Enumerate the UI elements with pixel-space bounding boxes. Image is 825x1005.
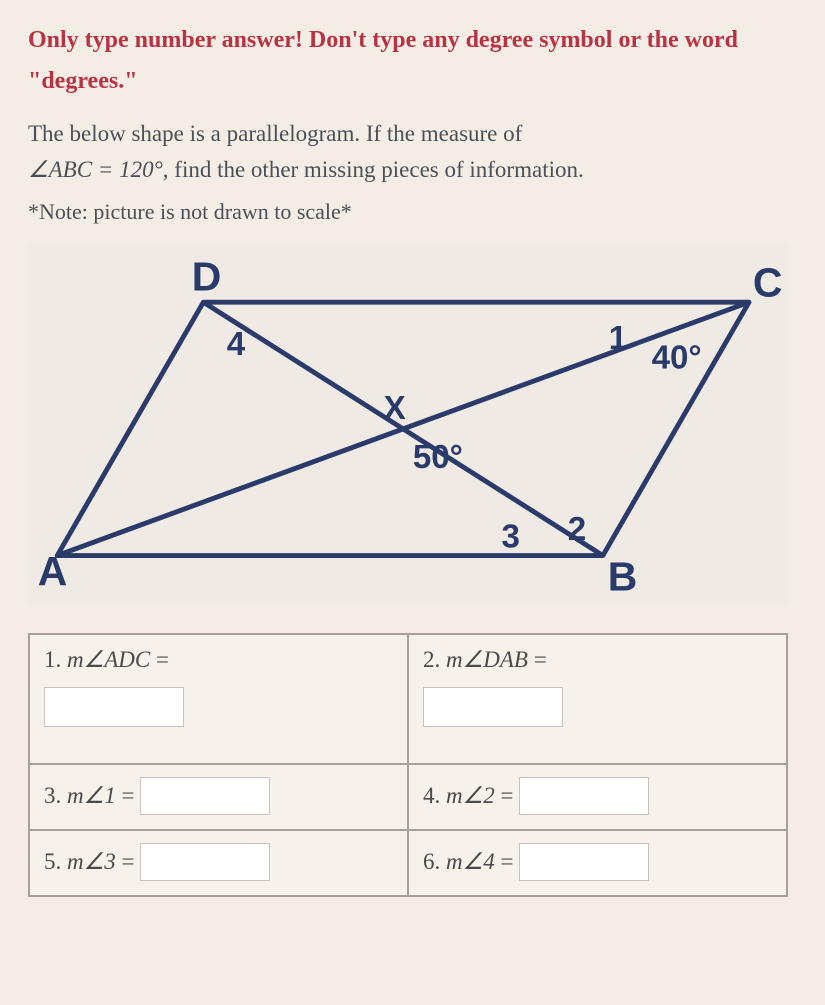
q6-label: 6. m∠4 =	[423, 849, 513, 875]
cell-2: 2. m∠DAB =	[408, 634, 787, 764]
cell-4: 4. m∠2 =	[408, 764, 787, 830]
vertex-D: D	[192, 254, 222, 300]
angle-1-label: 1	[609, 320, 627, 357]
q3-label: 3. m∠1 =	[44, 783, 134, 809]
q1-label: 1. m∠ADC =	[44, 647, 169, 673]
vertex-C: C	[753, 260, 783, 306]
cell-5: 5. m∠3 =	[29, 830, 408, 896]
angle-3-label: 3	[502, 519, 520, 556]
parallelogram-diagram: A B C D 1 2 3 4 X 40° 50°	[28, 239, 788, 609]
note-text: *Note: picture is not drawn to scale*	[28, 199, 797, 225]
vertex-A: A	[38, 548, 68, 594]
answer-5-input[interactable]	[140, 843, 270, 881]
answer-6-input[interactable]	[519, 843, 649, 881]
center-x-label: X	[384, 390, 406, 427]
answers-table: 1. m∠ADC = 2. m∠DAB = 3. m∠1 = 4. m∠2 =	[28, 633, 788, 897]
cell-3: 3. m∠1 =	[29, 764, 408, 830]
q5-label: 5. m∠3 =	[44, 849, 134, 875]
angle-40-label: 40°	[652, 340, 702, 377]
answer-2-input[interactable]	[423, 687, 563, 727]
q4-label: 4. m∠2 =	[423, 783, 513, 809]
answer-4-input[interactable]	[519, 777, 649, 815]
cell-6: 6. m∠4 =	[408, 830, 787, 896]
answer-1-input[interactable]	[44, 687, 184, 727]
problem-text: The below shape is a parallelogram. If t…	[28, 116, 797, 190]
vertex-B: B	[608, 554, 638, 600]
problem-after: , find the other missing pieces of infor…	[163, 157, 584, 182]
angle-50-label: 50°	[413, 439, 463, 476]
angle-2-label: 2	[568, 511, 586, 548]
answer-3-input[interactable]	[140, 777, 270, 815]
problem-line1: The below shape is a parallelogram. If t…	[28, 121, 522, 146]
problem-angle-expr: ∠ABC = 120°	[28, 157, 163, 182]
angle-4-label: 4	[227, 326, 246, 363]
instruction-text: Only type number answer! Don't type any …	[28, 20, 797, 102]
cell-1: 1. m∠ADC =	[29, 634, 408, 764]
q2-label: 2. m∠DAB =	[423, 647, 547, 673]
